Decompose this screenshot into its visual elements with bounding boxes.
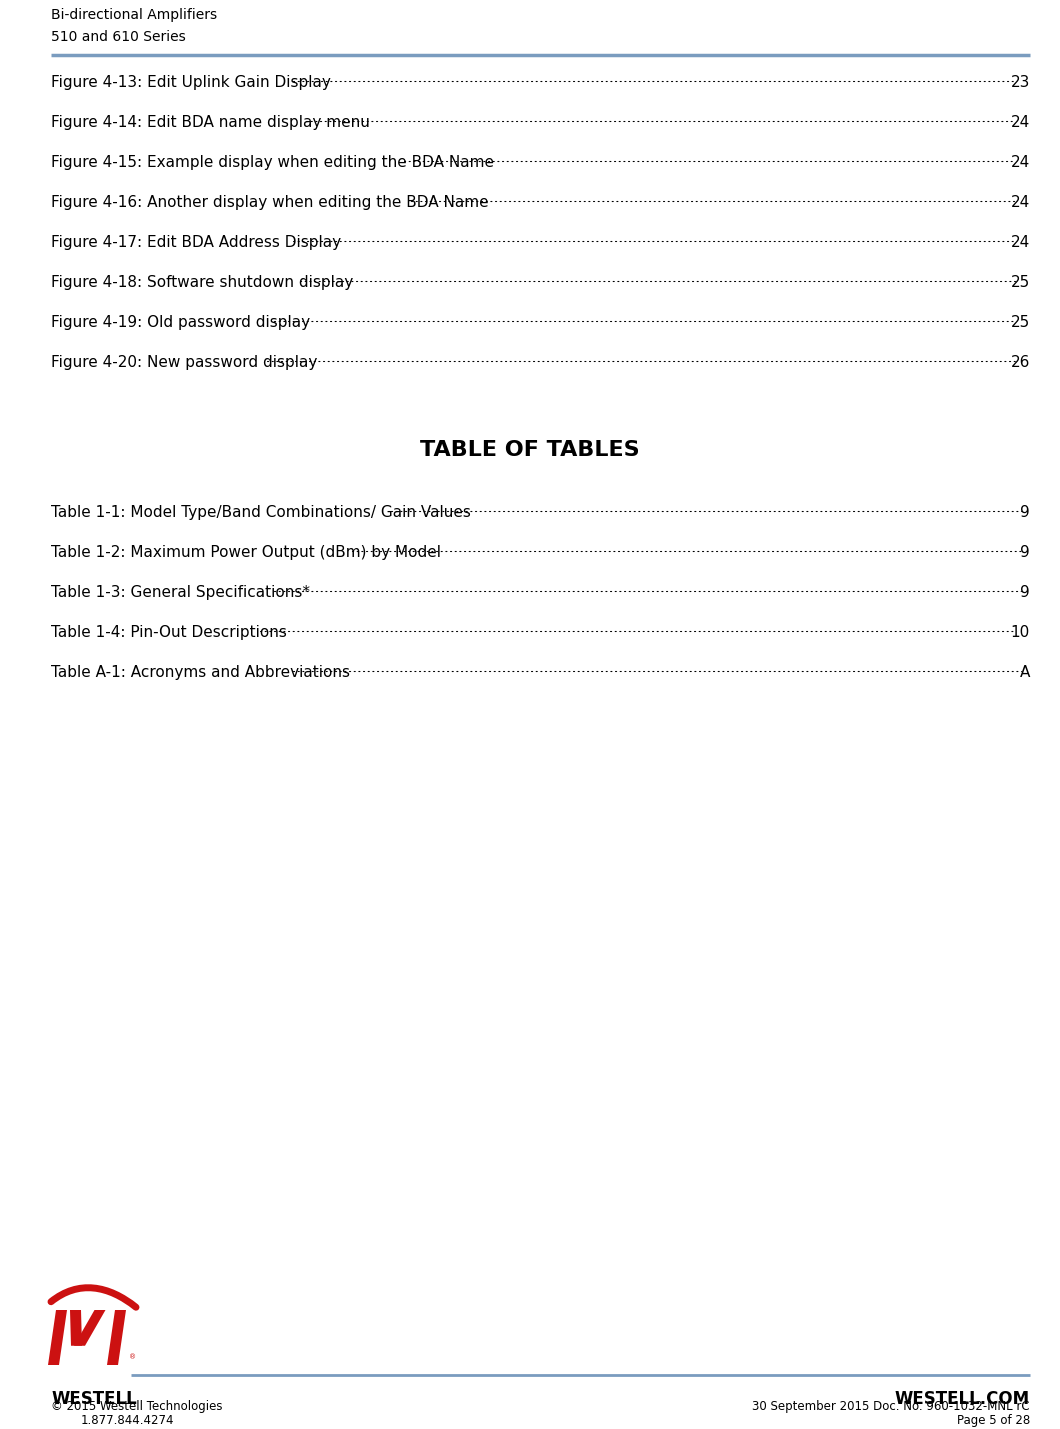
- Text: 1.877.844.4274: 1.877.844.4274: [81, 1415, 175, 1428]
- Text: 9: 9: [1020, 584, 1030, 600]
- Text: 30 September 2015 Doc. No. 960-1032-MNL rC: 30 September 2015 Doc. No. 960-1032-MNL …: [753, 1400, 1030, 1413]
- Polygon shape: [107, 1310, 126, 1365]
- Text: Table 1-1: Model Type/Band Combinations/ Gain Values: Table 1-1: Model Type/Band Combinations/…: [51, 504, 471, 520]
- Text: Table A-1: Acronyms and Abbreviations: Table A-1: Acronyms and Abbreviations: [51, 664, 350, 680]
- Text: 24: 24: [1011, 194, 1030, 210]
- Text: 510 and 610 Series: 510 and 610 Series: [51, 30, 186, 44]
- Polygon shape: [70, 1310, 82, 1346]
- Polygon shape: [48, 1310, 67, 1365]
- Text: Figure 4-20: New password display: Figure 4-20: New password display: [51, 354, 317, 370]
- Text: Figure 4-17: Edit BDA Address Display: Figure 4-17: Edit BDA Address Display: [51, 234, 341, 250]
- Text: 25: 25: [1011, 274, 1030, 290]
- Text: ®: ®: [129, 1355, 136, 1360]
- Text: Bi-directional Amplifiers: Bi-directional Amplifiers: [51, 9, 217, 21]
- Text: A: A: [1020, 664, 1030, 680]
- Text: 23: 23: [1010, 74, 1030, 90]
- Text: Figure 4-18: Software shutdown display: Figure 4-18: Software shutdown display: [51, 274, 353, 290]
- Text: WESTELL: WESTELL: [51, 1390, 137, 1408]
- Text: Table 1-4: Pin-Out Descriptions: Table 1-4: Pin-Out Descriptions: [51, 624, 292, 640]
- Text: Table 1-3: General Specifications*: Table 1-3: General Specifications*: [51, 584, 310, 600]
- Text: Figure 4-15: Example display when editing the BDA Name: Figure 4-15: Example display when editin…: [51, 154, 494, 170]
- Text: WESTELL.COM: WESTELL.COM: [895, 1390, 1030, 1408]
- Text: Figure 4-13: Edit Uplink Gain Display: Figure 4-13: Edit Uplink Gain Display: [51, 74, 331, 90]
- Text: 24: 24: [1011, 154, 1030, 170]
- Text: 9: 9: [1020, 544, 1030, 560]
- Text: Table 1-2: Maximum Power Output (dBm) by Model: Table 1-2: Maximum Power Output (dBm) by…: [51, 544, 441, 560]
- Text: © 2015 Westell Technologies: © 2015 Westell Technologies: [51, 1400, 223, 1413]
- Text: 25: 25: [1011, 314, 1030, 330]
- Text: 9: 9: [1020, 504, 1030, 520]
- Text: Figure 4-19: Old password display: Figure 4-19: Old password display: [51, 314, 315, 330]
- Text: Figure 4-16: Another display when editing the BDA Name: Figure 4-16: Another display when editin…: [51, 194, 494, 210]
- Text: Figure 4-14: Edit BDA name display menu: Figure 4-14: Edit BDA name display menu: [51, 114, 370, 130]
- Text: 10: 10: [1011, 624, 1030, 640]
- Text: 26: 26: [1010, 354, 1030, 370]
- Text: Page 5 of 28: Page 5 of 28: [957, 1415, 1030, 1428]
- Polygon shape: [74, 1310, 106, 1346]
- Text: TABLE OF TABLES: TABLE OF TABLES: [420, 440, 640, 460]
- Text: 24: 24: [1011, 234, 1030, 250]
- Text: 24: 24: [1011, 114, 1030, 130]
